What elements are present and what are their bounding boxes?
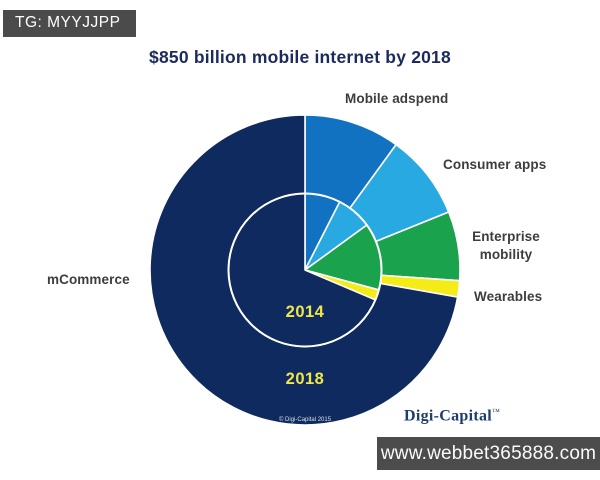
label-consumer-apps: Consumer apps: [443, 157, 547, 172]
label-wearables: Wearables: [474, 289, 543, 304]
label-mobile-adspend: Mobile adspend: [345, 91, 449, 106]
website-watermark-bar: www.webbet365888.com: [377, 437, 600, 470]
chart-copyright: © Digi-Capital 2015: [278, 417, 332, 423]
website-watermark-text: www.webbet365888.com: [380, 442, 597, 464]
trademark-symbol: ™: [492, 407, 501, 416]
digi-capital-logo: Digi-Capital™: [404, 407, 500, 425]
outer-ring-year-label: 2018: [285, 370, 325, 388]
label-mcommerce: mCommerce: [47, 272, 130, 287]
label-enterprise-mobility: Enterprise mobility: [472, 229, 540, 262]
inner-ring-year-label: 2014: [285, 303, 325, 321]
pie-chart-svg: [149, 114, 461, 426]
inner-ring-outline: [227, 192, 383, 348]
digi-capital-logo-text: Digi-Capital: [404, 407, 493, 425]
telegram-watermark-text: TG: MYYJJPP: [15, 14, 121, 31]
telegram-watermark-badge: TG: MYYJJPP: [3, 10, 137, 37]
chart-title: $850 billion mobile internet by 2018: [149, 47, 451, 67]
